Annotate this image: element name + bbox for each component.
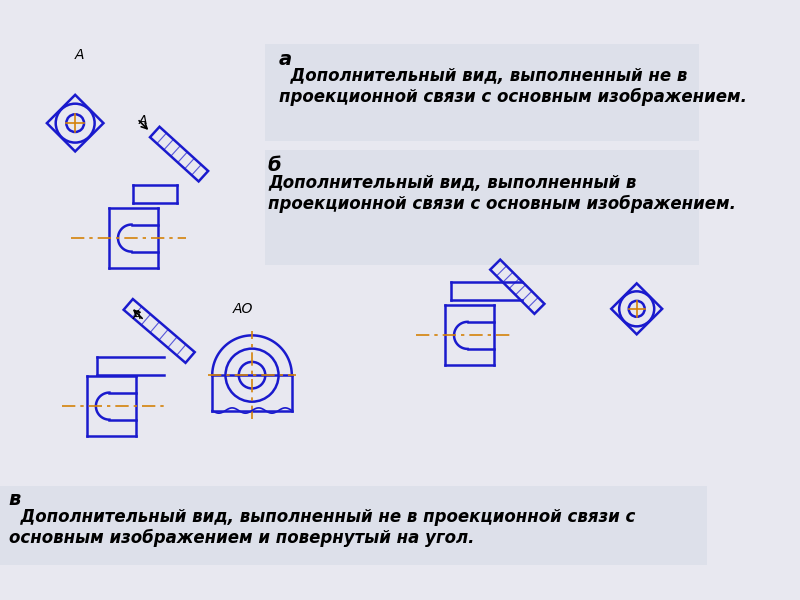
Text: А: А [133, 310, 142, 322]
Text: А: А [139, 114, 147, 127]
Text: Дополнительный вид, выполненный в
проекционной связи с основным изображением.: Дополнительный вид, выполненный в проекц… [268, 173, 736, 212]
Text: Дополнительный вид, выполненный не в проекционной связи с
основным изображением : Дополнительный вид, выполненный не в про… [9, 508, 635, 547]
Text: в: в [9, 490, 22, 509]
Text: б: б [268, 156, 282, 175]
FancyBboxPatch shape [266, 149, 698, 265]
Text: АО: АО [233, 302, 254, 316]
Text: А: А [75, 48, 84, 62]
Text: а: а [278, 50, 292, 69]
FancyBboxPatch shape [0, 486, 707, 565]
Text: Дополнительный вид, выполненный не в
проекционной связи с основным изображением.: Дополнительный вид, выполненный не в про… [278, 67, 746, 106]
FancyBboxPatch shape [266, 44, 698, 141]
